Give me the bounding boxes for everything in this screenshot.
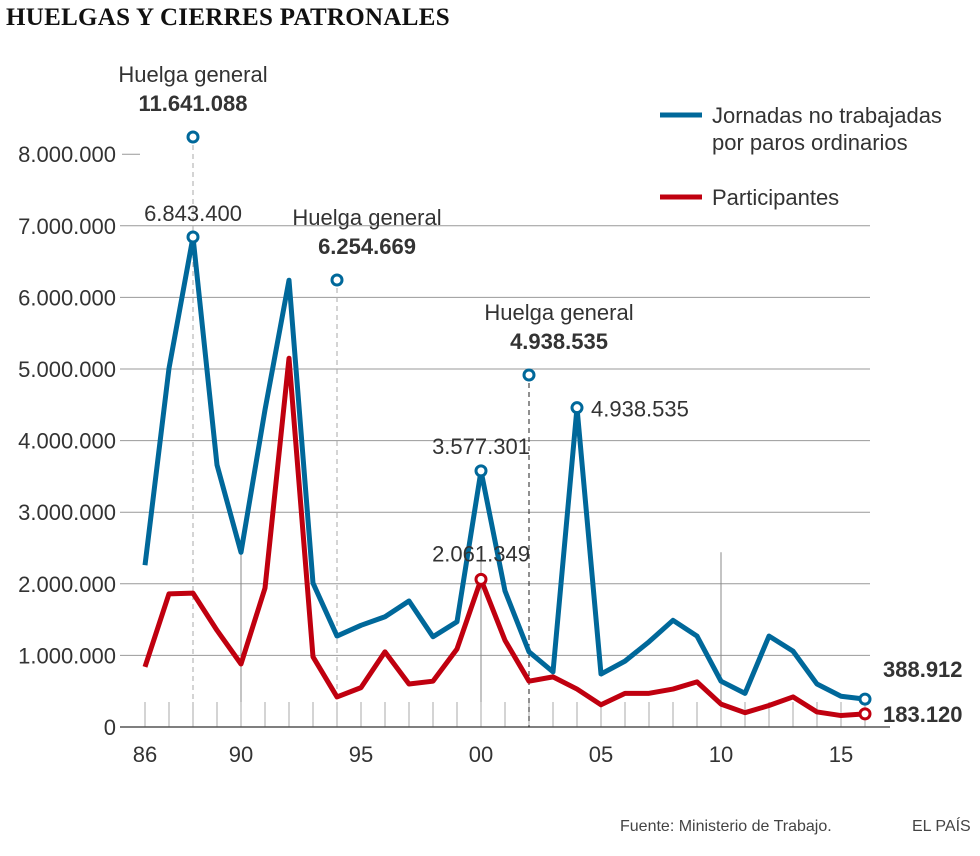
data-label: 4.938.535 — [591, 397, 689, 422]
data-point-marker — [474, 572, 488, 586]
y-tick-label: 4.000.000 — [18, 429, 116, 454]
annotation-value: 4.938.535 — [510, 329, 608, 354]
brand-label: EL PAÍS — [912, 818, 971, 835]
x-tick-label: 90 — [229, 742, 253, 767]
x-tick-label: 95 — [349, 742, 373, 767]
annotation-value: 6.254.669 — [318, 234, 416, 259]
data-point-marker — [570, 401, 584, 415]
x-tick-label: 86 — [133, 742, 157, 767]
data-label: 388.912 — [883, 657, 963, 682]
legend-label: por paros ordinarios — [712, 130, 908, 155]
data-label: 183.120 — [883, 702, 963, 727]
data-label: 3.577.301 — [432, 434, 530, 459]
data-point-marker — [858, 692, 872, 706]
y-tick-label: 5.000.000 — [18, 357, 116, 382]
data-point-marker — [186, 230, 200, 244]
series-line-participantes — [142, 355, 866, 719]
annotation-marker — [186, 130, 200, 144]
annotation-label: Huelga general — [292, 205, 441, 230]
y-tick-label: 7.000.000 — [18, 214, 116, 239]
annotation-label: Huelga general — [118, 62, 267, 87]
legend-label: Participantes — [712, 185, 839, 210]
data-point-marker — [858, 707, 872, 721]
y-tick-label: 1.000.000 — [18, 643, 116, 668]
x-tick-label: 00 — [469, 742, 493, 767]
source-note: Fuente: Ministerio de Trabajo. — [620, 818, 832, 835]
annotation-marker — [522, 368, 536, 382]
y-tick-label: 2.000.000 — [18, 572, 116, 597]
data-point-marker — [474, 464, 488, 478]
legend-label: Jornadas no trabajadas — [712, 103, 942, 128]
data-label: 2.061.349 — [432, 541, 530, 566]
y-tick-label: 6.000.000 — [18, 285, 116, 310]
x-tick-label: 05 — [589, 742, 613, 767]
chart-title: HUELGAS Y CIERRES PATRONALES — [6, 4, 450, 31]
y-tick-label: 0 — [104, 715, 116, 740]
annotation-label: Huelga general — [484, 300, 633, 325]
x-tick-label: 10 — [709, 742, 733, 767]
annotation-value: 11.641.088 — [139, 91, 248, 116]
y-tick-label: 3.000.000 — [18, 500, 116, 525]
y-tick-label: 8.000.000 — [18, 142, 116, 167]
data-label: 6.843.400 — [144, 201, 242, 226]
series-line-jornadas — [142, 234, 866, 702]
annotation-marker — [330, 273, 344, 287]
x-tick-label: 15 — [829, 742, 853, 767]
